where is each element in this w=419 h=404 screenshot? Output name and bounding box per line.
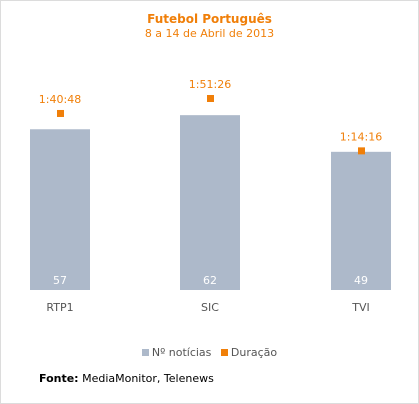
source-label: Fonte: (39, 372, 79, 385)
bar-value-sic: 62 (203, 274, 217, 287)
bar-value-rtp1: 57 (53, 274, 67, 287)
duration-marker-sic (207, 95, 214, 102)
source-note: Fonte: MediaMonitor, Telenews (39, 372, 214, 385)
bar-value-tvi: 49 (354, 274, 368, 287)
duration-label-sic: 1:51:26 (189, 78, 231, 91)
duration-label-rtp1: 1:40:48 (39, 93, 81, 106)
category-label-tvi: TVI (351, 301, 370, 314)
bar-sic (180, 115, 240, 290)
duration-label-tvi: 1:14:16 (340, 130, 382, 143)
legend-swatch-noticias (141, 349, 149, 356)
category-label-sic: SIC (201, 301, 219, 314)
category-label-rtp1: RTP1 (46, 301, 73, 314)
source-text: MediaMonitor, Telenews (82, 372, 214, 385)
chart-title: Futebol Português (147, 12, 272, 26)
duration-marker-tvi (358, 147, 365, 155)
bar-rtp1 (30, 129, 90, 290)
legend-label-duracao: Duração (230, 346, 278, 359)
legend-label-noticias: Nº notícias (151, 346, 212, 359)
legend-item-duracao: Duração (220, 346, 278, 359)
chart-subtitle: 8 a 14 de Abril de 2013 (144, 27, 275, 40)
legend-swatch-duracao (220, 349, 228, 356)
duration-label-bg-rtp1 (33, 90, 87, 107)
legend: Nº notícias Duração (1, 346, 418, 359)
bar-tvi (331, 151, 391, 290)
duration-label-bg-tvi (334, 128, 388, 145)
duration-label-bg-sic (183, 76, 237, 92)
legend-item-noticias: Nº notícias (141, 346, 212, 359)
duration-marker-rtp1 (57, 109, 64, 117)
